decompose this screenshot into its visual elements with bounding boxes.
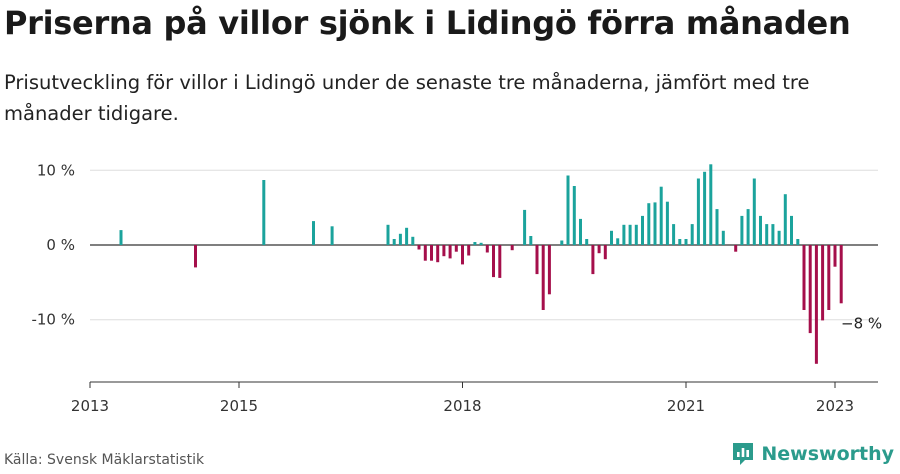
bar xyxy=(740,215,744,245)
bar xyxy=(398,233,402,245)
bar xyxy=(684,239,688,245)
bar xyxy=(454,245,458,252)
bar xyxy=(119,230,123,245)
bar xyxy=(647,203,651,245)
bar xyxy=(423,245,427,261)
bar xyxy=(709,164,713,245)
bar xyxy=(771,224,775,245)
bar xyxy=(603,245,607,260)
bar xyxy=(591,245,595,275)
bar xyxy=(827,245,831,310)
annotation-label: −8 % xyxy=(841,315,882,333)
bar xyxy=(330,226,334,245)
bar xyxy=(498,245,502,278)
bar xyxy=(833,245,837,267)
bar xyxy=(547,245,551,295)
bar xyxy=(628,224,632,245)
y-tick-label: 10 % xyxy=(37,161,75,179)
x-tick-label: 2015 xyxy=(220,397,258,415)
bar xyxy=(690,224,694,245)
bar xyxy=(262,180,266,245)
bar xyxy=(585,239,589,245)
bar xyxy=(659,186,663,245)
bar xyxy=(696,178,700,245)
bar xyxy=(436,245,440,263)
newsworthy-logo-icon xyxy=(733,443,754,465)
bar xyxy=(411,236,415,245)
newsworthy-brand[interactable]: Newsworthy xyxy=(731,441,894,467)
bar xyxy=(752,178,756,245)
bar xyxy=(790,215,793,245)
bar xyxy=(653,202,657,245)
bar xyxy=(467,245,471,256)
bar xyxy=(579,218,582,245)
bar xyxy=(461,245,464,265)
bar xyxy=(442,245,446,257)
bar xyxy=(597,245,601,254)
x-axis: 2013 2015 2018 2021 2023 xyxy=(71,381,878,415)
y-axis-labels: 10 % 0 % -10 % xyxy=(31,161,75,328)
bar xyxy=(672,224,676,245)
bar xyxy=(678,239,682,245)
chart-title: Priserna på villor sjönk i Lidingö förra… xyxy=(4,4,851,42)
bar xyxy=(535,245,539,275)
bar xyxy=(721,230,725,245)
brand-name: Newsworthy xyxy=(761,443,894,465)
bar xyxy=(734,245,738,252)
bar xyxy=(523,209,527,245)
bar xyxy=(485,245,489,253)
bar xyxy=(541,245,545,310)
bar xyxy=(392,239,396,245)
chart-subtitle: Prisutveckling för villor i Lidingö unde… xyxy=(4,71,810,125)
bar xyxy=(417,245,421,250)
bar xyxy=(610,230,613,245)
bar xyxy=(510,245,514,251)
bar xyxy=(430,245,433,261)
bar xyxy=(473,242,477,245)
bar xyxy=(715,209,719,245)
bar xyxy=(821,245,825,321)
y-tick-label: -10 % xyxy=(31,311,75,329)
bar xyxy=(616,238,620,245)
x-tick-label: 2023 xyxy=(816,397,854,415)
bar xyxy=(839,245,843,304)
bar xyxy=(759,215,762,245)
bar xyxy=(634,224,638,245)
bar xyxy=(560,240,564,245)
bar xyxy=(703,171,707,245)
bar xyxy=(808,245,812,334)
bar xyxy=(796,239,800,245)
x-tick-label: 2013 xyxy=(71,397,109,415)
bar xyxy=(194,245,197,268)
bar xyxy=(312,221,315,245)
bar xyxy=(783,194,787,245)
bar xyxy=(641,215,644,245)
bar xyxy=(765,224,769,245)
bar xyxy=(386,224,390,245)
bar xyxy=(802,245,806,310)
bars xyxy=(119,164,843,364)
bar xyxy=(622,224,626,245)
bar xyxy=(479,242,483,245)
bar xyxy=(566,175,570,245)
bar xyxy=(746,209,750,245)
bar xyxy=(529,236,533,245)
bar xyxy=(448,245,452,259)
annotations: −8 % xyxy=(841,315,882,333)
bar xyxy=(814,245,818,364)
bar xyxy=(492,245,495,278)
y-tick-label: 0 % xyxy=(46,236,75,254)
x-tick-label: 2018 xyxy=(443,397,481,415)
x-tick-label: 2021 xyxy=(667,397,705,415)
bar xyxy=(665,201,669,245)
bar xyxy=(777,230,781,245)
source-note: Källa: Svensk Mäklarstatistik xyxy=(4,452,205,468)
bar xyxy=(405,227,409,245)
bar xyxy=(572,186,576,245)
